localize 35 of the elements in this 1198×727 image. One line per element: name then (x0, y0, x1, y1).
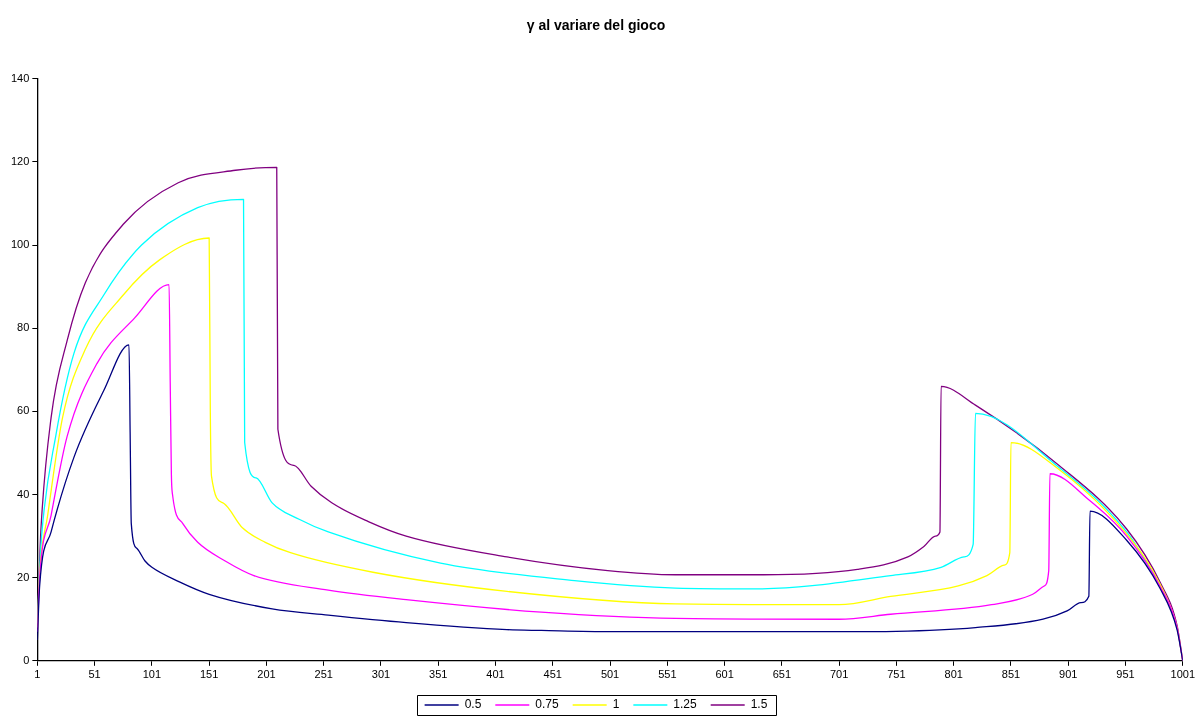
x-tick-label: 951 (1116, 668, 1135, 681)
y-tick-label: 0 (23, 653, 30, 666)
x-tick-label: 601 (715, 668, 734, 681)
x-tick-label: 851 (1001, 668, 1021, 681)
x-tick-label: 701 (829, 668, 849, 681)
x-tick-label: 251 (314, 668, 333, 681)
x-tick-label: 1 (34, 668, 41, 681)
x-tick-label: 151 (199, 668, 219, 681)
x-tick-label: 751 (887, 668, 906, 681)
y-tick-label: 40 (17, 487, 30, 500)
x-tick-label: 301 (371, 668, 391, 681)
chart-title: γ al variare del gioco (526, 17, 666, 34)
legend-label: 1.5 (750, 697, 768, 712)
legend-label: 1 (612, 697, 620, 712)
x-tick-label: 1001 (1170, 668, 1196, 681)
x-tick-label: 101 (142, 668, 162, 681)
x-tick-label: 651 (772, 668, 792, 681)
x-tick-label: 801 (944, 668, 963, 681)
x-tick-label: 551 (658, 668, 677, 681)
y-tick-label: 80 (17, 321, 30, 334)
x-tick-label: 401 (486, 668, 505, 681)
legend-label: 1.25 (673, 697, 698, 712)
y-tick-label: 20 (17, 570, 30, 583)
x-tick-label: 51 (88, 668, 101, 681)
legend-label: 0.5 (464, 697, 482, 712)
y-tick-label: 100 (10, 238, 30, 251)
x-tick-label: 901 (1059, 668, 1078, 681)
x-tick-label: 351 (429, 668, 448, 681)
y-tick-label: 120 (10, 154, 30, 167)
y-tick-label: 140 (10, 71, 30, 84)
x-tick-label: 201 (257, 668, 276, 681)
legend-label: 0.75 (535, 697, 559, 712)
y-tick-label: 60 (17, 404, 30, 417)
x-tick-label: 451 (543, 668, 562, 681)
x-tick-label: 501 (600, 668, 620, 681)
